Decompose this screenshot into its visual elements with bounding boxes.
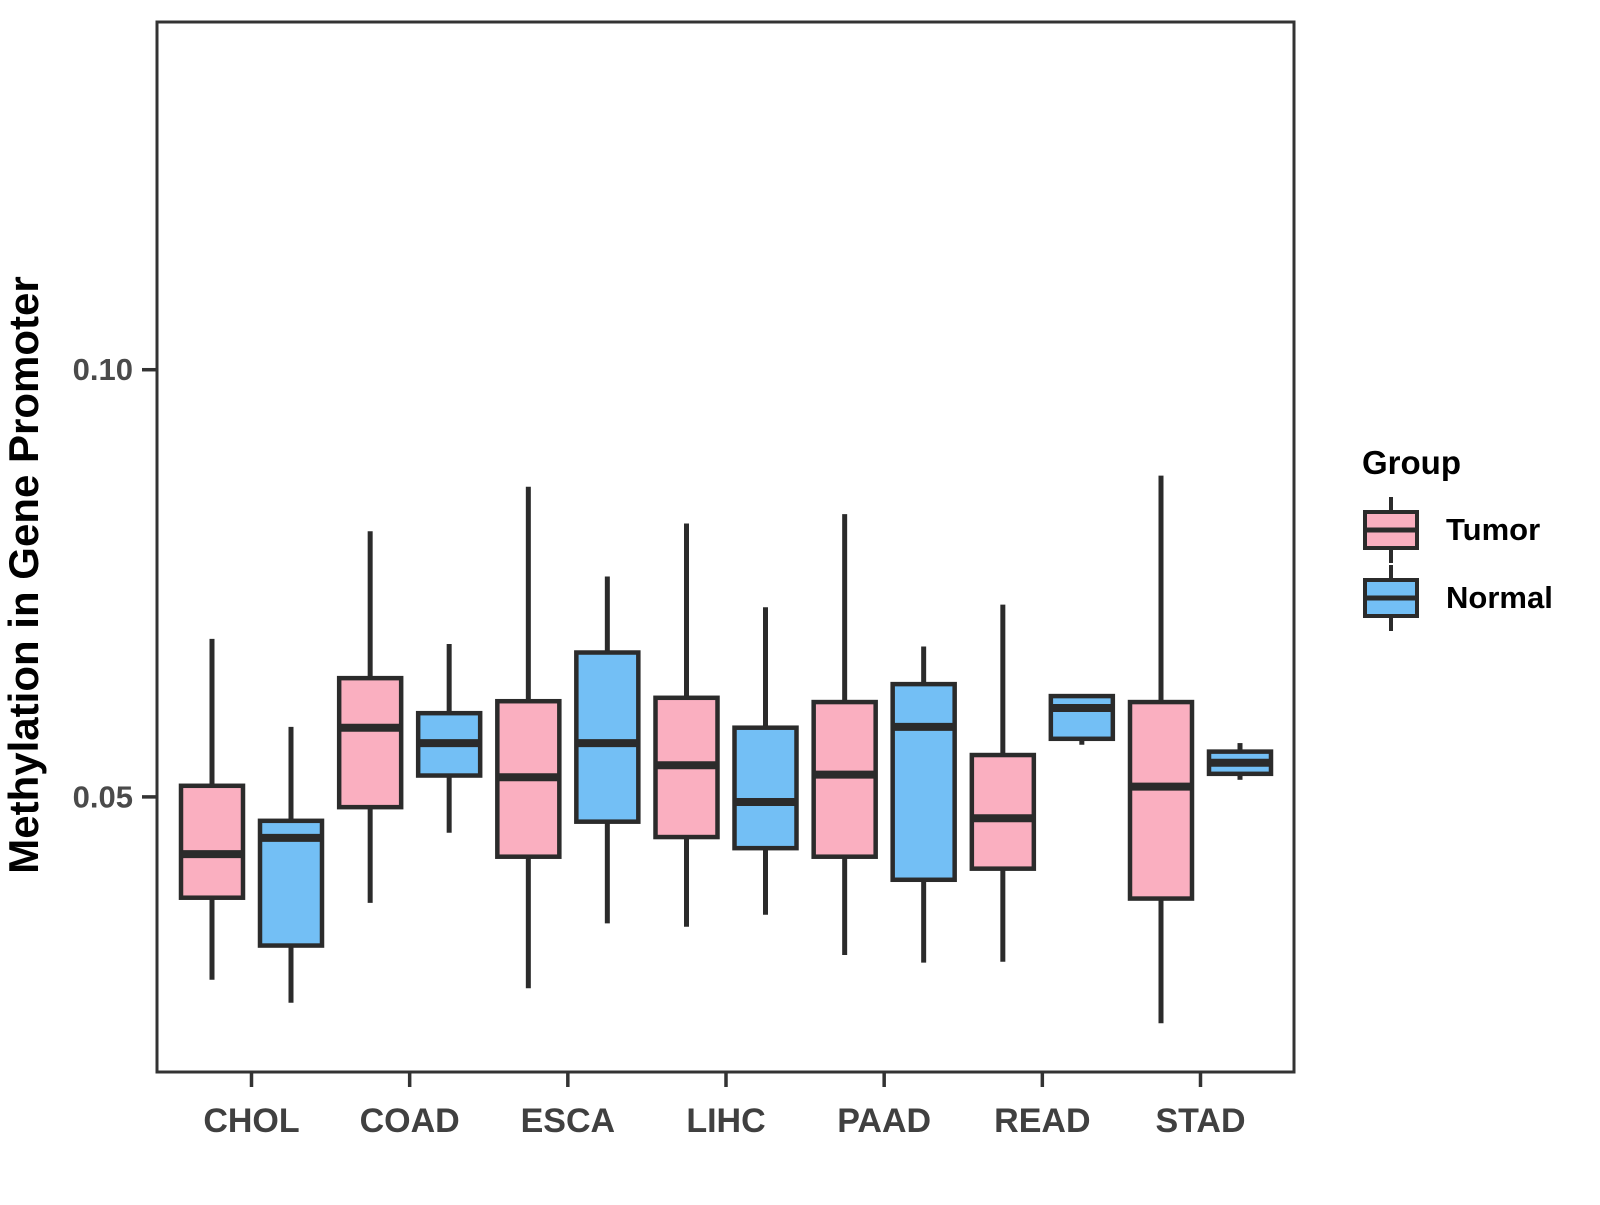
y-tick-label: 0.10 [73, 352, 133, 387]
iqr-box [969, 752, 1037, 871]
iqr-box [890, 681, 957, 883]
boxplot-READ-Normal [1048, 693, 1116, 745]
x-tick-label: READ [994, 1102, 1090, 1140]
y-axis-title: Methylation in Gene Promoter [0, 276, 47, 873]
plot-panel [155, 20, 1296, 1074]
x-tick-label: CHOL [203, 1102, 299, 1140]
iqr-box [811, 699, 878, 859]
iqr-box [178, 783, 246, 900]
x-tick-label: ESCA [521, 1102, 615, 1140]
boxplot-COAD-Normal [415, 643, 483, 833]
legend-item-tumor: Tumor [1336, 496, 1596, 564]
boxplot-PAAD-Tumor [811, 514, 878, 955]
x-tick-label: LIHC [686, 1102, 765, 1140]
boxplot-key-icon [1363, 565, 1419, 631]
boxplot-READ-Tumor [969, 604, 1037, 962]
legend-label-tumor: Tumor [1446, 512, 1541, 547]
iqr-box [1048, 693, 1116, 742]
boxplot-ESCA-Tumor [495, 486, 562, 989]
legend-title: Group [1362, 444, 1461, 481]
boxplot-PAAD-Normal [890, 646, 957, 963]
boxplot-STAD-Normal [1206, 743, 1274, 780]
iqr-box [336, 675, 404, 810]
y-tick-label: 0.05 [73, 779, 133, 814]
iqr-box [732, 725, 799, 851]
boxplot-STAD-Tumor [1127, 475, 1195, 1024]
x-tick-label: COAD [360, 1102, 460, 1140]
boxplot-CHOL-Normal [257, 726, 325, 1003]
legend-item-normal: Normal [1336, 564, 1596, 632]
x-tick-label: STAD [1155, 1102, 1245, 1140]
legend-label-normal: Normal [1446, 580, 1553, 615]
boxplot-CHOL-Tumor [178, 638, 246, 980]
x-tick-label: PAAD [837, 1102, 931, 1140]
iqr-box [1127, 699, 1195, 901]
boxplot-LIHC-Normal [732, 607, 799, 915]
iqr-box [574, 650, 641, 824]
boxplot-ESCA-Normal [574, 576, 641, 924]
boxplot-COAD-Tumor [336, 531, 404, 903]
boxplot-key-icon [1363, 497, 1419, 563]
boxplot-LIHC-Tumor [653, 523, 720, 927]
legend: Group Tumor Normal [1336, 444, 1596, 632]
